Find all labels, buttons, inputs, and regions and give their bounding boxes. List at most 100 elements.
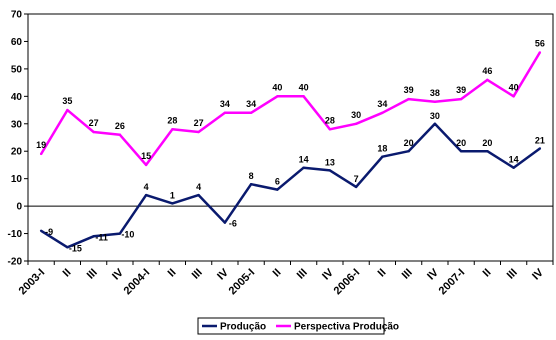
x-tick-label: II — [61, 267, 74, 280]
series-line-1 — [40, 122, 541, 249]
data-label: 19 — [36, 140, 46, 150]
x-tick-label: IV — [530, 266, 546, 282]
data-label: 27 — [194, 118, 204, 128]
data-point — [118, 232, 122, 235]
data-label: 56 — [535, 38, 545, 48]
y-tick-label: 0 — [16, 202, 22, 213]
data-label: 28 — [167, 115, 177, 125]
data-point — [66, 108, 69, 112]
x-tick-label: III — [505, 267, 520, 282]
series-layer — [39, 51, 542, 249]
x-tick-label: III — [85, 267, 100, 282]
data-label: 4 — [144, 182, 149, 192]
data-label: 4 — [196, 182, 201, 192]
data-point — [381, 155, 384, 158]
data-point — [302, 95, 305, 98]
legend-entry: Perspectiva Produção — [294, 322, 399, 333]
data-label: -11 — [95, 232, 108, 242]
data-point — [407, 150, 410, 153]
data-label: -6 — [229, 219, 237, 229]
data-point — [249, 182, 253, 186]
data-point — [512, 166, 515, 169]
data-label: 39 — [404, 85, 414, 95]
data-point — [381, 111, 384, 115]
y-tick-label: 70 — [11, 10, 23, 21]
data-label: 14 — [299, 155, 309, 165]
y-tick-label: 20 — [11, 147, 23, 158]
data-label: 30 — [430, 111, 440, 121]
x-tick-label: 2006-I — [332, 267, 363, 298]
data-point — [144, 163, 148, 167]
data-point — [538, 147, 542, 150]
data-label: 40 — [509, 82, 519, 92]
data-point — [92, 235, 95, 238]
legend-entry: Produção — [220, 322, 266, 333]
y-axis: -20 -10 0 10 20 30 40 50 60 70 — [8, 10, 28, 268]
data-point — [197, 130, 200, 134]
data-label: 14 — [509, 155, 519, 165]
data-point — [249, 111, 253, 115]
x-tick-label: IV — [425, 266, 441, 282]
x-tick-label: 2004-I — [122, 267, 153, 298]
x-tick-label: III — [295, 267, 310, 282]
data-label: 20 — [482, 138, 492, 148]
plot-area — [27, 13, 554, 262]
data-point — [459, 97, 463, 101]
series-line-2 — [40, 51, 541, 167]
data-point — [354, 122, 358, 125]
data-point — [223, 111, 227, 115]
data-point — [223, 221, 227, 224]
data-label: 35 — [62, 96, 72, 106]
data-label: -10 — [121, 230, 134, 240]
data-label: 34 — [246, 99, 256, 109]
data-label: 20 — [404, 138, 414, 148]
data-label: 8 — [249, 171, 254, 181]
data-label: 13 — [325, 157, 335, 167]
x-tick-label: 2003-I — [17, 267, 48, 298]
data-point — [302, 166, 305, 169]
data-label: 26 — [115, 121, 125, 131]
x-tick-label: II — [166, 267, 179, 280]
y-tick-label: 50 — [11, 64, 23, 75]
data-point — [328, 169, 332, 172]
x-tick-label: 2005-I — [227, 267, 258, 298]
data-label: 34 — [220, 99, 230, 109]
data-label: 1 — [170, 190, 175, 200]
data-label: 46 — [482, 66, 492, 76]
data-label: 21 — [535, 135, 545, 145]
data-label: 38 — [430, 88, 440, 98]
data-label: -15 — [69, 243, 82, 253]
y-tick-label: -20 — [8, 257, 23, 268]
data-label: 34 — [377, 99, 387, 109]
data-label: -9 — [45, 227, 53, 237]
data-label: 20 — [456, 138, 466, 148]
data-point — [486, 150, 489, 153]
x-tick-label: IV — [320, 266, 336, 282]
x-tick-label: IV — [215, 266, 231, 282]
data-point — [39, 229, 43, 233]
data-label: 40 — [299, 82, 309, 92]
x-tick-label: III — [400, 267, 415, 282]
data-point — [118, 133, 122, 136]
data-point — [486, 78, 489, 82]
data-point — [171, 202, 174, 205]
data-point — [66, 246, 69, 249]
data-label: 18 — [377, 144, 387, 154]
data-label: 15 — [141, 151, 151, 161]
data-point — [197, 193, 200, 197]
data-point — [276, 95, 279, 98]
data-point — [328, 128, 332, 131]
data-label: 40 — [272, 82, 282, 92]
data-point — [512, 95, 515, 98]
data-point — [354, 185, 358, 189]
x-tick-label: IV — [110, 266, 126, 282]
data-point — [39, 152, 43, 156]
data-point — [433, 100, 437, 104]
x-tick-label: II — [481, 267, 494, 280]
y-tick-label: 30 — [11, 119, 23, 130]
x-tick-label: II — [376, 267, 389, 280]
x-tick-label: III — [190, 267, 205, 282]
